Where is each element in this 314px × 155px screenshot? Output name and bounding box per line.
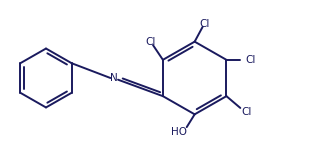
- Text: HO: HO: [171, 127, 187, 137]
- Text: Cl: Cl: [245, 55, 255, 65]
- Text: Cl: Cl: [199, 19, 210, 29]
- Text: N: N: [110, 73, 117, 83]
- Text: Cl: Cl: [241, 107, 252, 117]
- Text: Cl: Cl: [146, 37, 156, 47]
